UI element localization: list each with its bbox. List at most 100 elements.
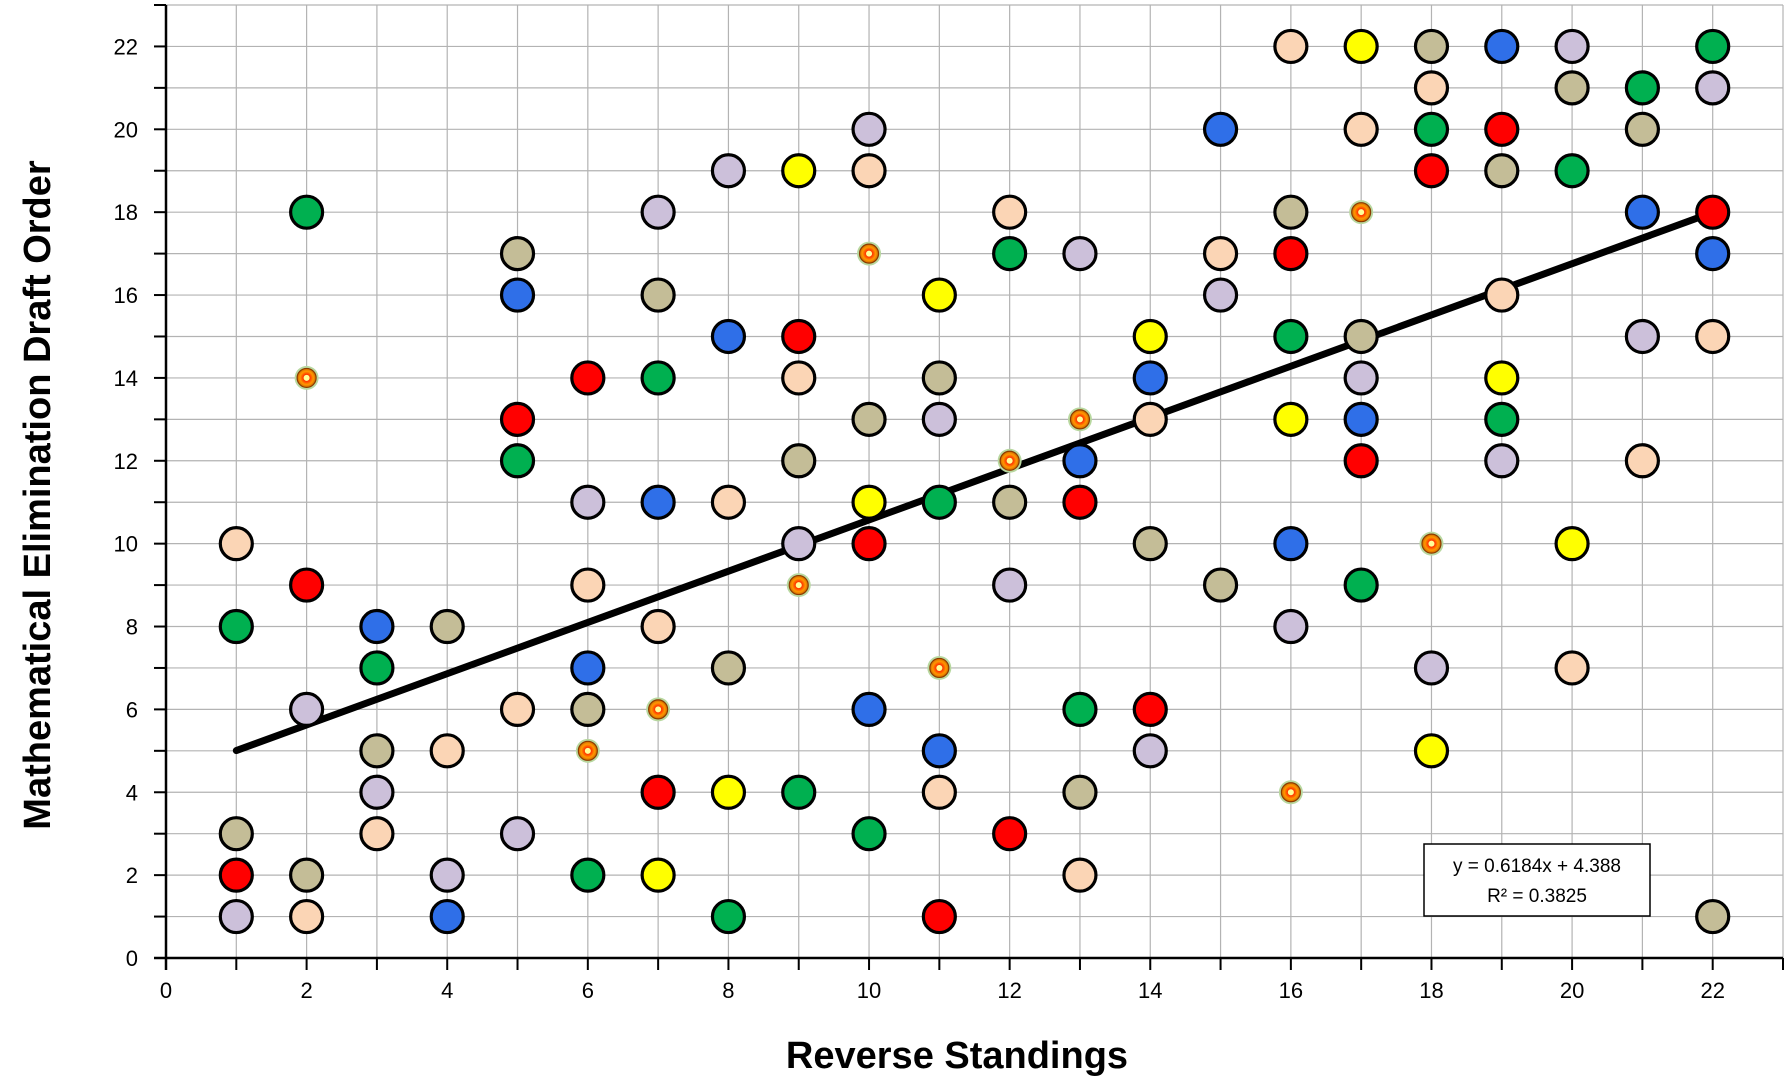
data-point [570,857,606,893]
data-point [781,318,817,355]
y-tick-label: 16 [114,283,138,308]
data-point [640,774,676,810]
data-point [499,401,536,437]
data-point [997,448,1022,473]
data-point [1349,200,1374,225]
x-tick-label: 18 [1419,978,1443,1003]
data-point [1554,70,1590,106]
data-point [851,526,887,562]
data-point [851,816,887,852]
y-tick-label: 14 [114,366,138,391]
y-tick-label: 6 [126,697,138,722]
x-tick-label: 2 [300,978,312,1003]
data-point [851,111,887,147]
data-point [218,608,254,645]
data-point [429,857,465,893]
data-point [1273,318,1309,355]
data-point [1413,650,1450,686]
x-tick-label: 6 [582,978,594,1003]
data-point [1062,857,1098,893]
data-point [1273,526,1309,562]
data-point [710,898,747,935]
y-tick-label: 8 [126,615,138,640]
data-point [1132,360,1168,396]
data-point [710,650,747,686]
data-point [429,898,465,935]
data-point [1554,28,1590,65]
data-point [499,443,536,479]
data-point [927,655,952,680]
data-point [1413,153,1450,189]
data-point [1624,111,1660,147]
data-point [640,360,676,396]
data-point [1484,28,1520,65]
data-point [1273,401,1309,437]
data-point [1695,194,1731,230]
data-point [992,816,1028,852]
x-axis-title: Reverse Standings [786,1035,1128,1077]
data-point [710,484,747,520]
data-point [1554,153,1590,189]
data-point [1202,111,1239,147]
data-point [1067,407,1092,432]
x-tick-label: 8 [722,978,734,1003]
data-point [1695,70,1731,106]
data-point [289,691,325,727]
data-point [1062,484,1098,520]
data-point [1343,443,1379,479]
data-point [1484,277,1520,313]
data-point [289,857,325,893]
data-point [921,898,957,935]
equation-box-frame [1423,843,1651,917]
data-point [429,608,465,645]
data-point [1413,111,1450,147]
data-point [570,691,606,727]
data-point [1273,28,1309,65]
data-point [851,401,887,437]
data-point [570,360,606,396]
data-point [786,573,811,598]
data-point [1343,360,1379,396]
x-tick-label: 16 [1279,978,1303,1003]
data-point [1273,194,1309,230]
y-tick-label: 2 [126,863,138,888]
data-point [1132,691,1168,727]
data-point [1202,236,1239,272]
data-point [1132,733,1168,769]
data-point [575,738,600,763]
data-point [359,816,395,852]
data-point [921,277,957,313]
x-tick-label: 4 [441,978,453,1003]
data-point [992,484,1028,520]
data-point [1062,774,1098,810]
axes [154,4,1784,970]
data-point [781,774,817,810]
data-point [359,608,395,645]
data-point [1343,567,1379,603]
data-point [1413,70,1450,106]
data-point [289,898,325,935]
data-point [289,194,325,230]
data-point [1202,277,1239,313]
data-point [359,774,395,810]
data-point [640,608,676,645]
data-point [640,194,676,230]
data-point [499,691,536,727]
equation-box: y = 0.6184x + 4.388 R² = 0.3825 [1423,843,1651,917]
data-point [1413,733,1450,769]
x-tick-label: 20 [1560,978,1584,1003]
data-point [1343,401,1379,437]
data-point [640,277,676,313]
y-tick-label: 12 [114,449,138,474]
data-point [851,153,887,189]
data-point [499,236,536,272]
y-axis-title: Mathematical Elimination Draft Order [17,160,59,830]
data-point [781,526,817,562]
data-point [1695,318,1731,355]
data-point [499,277,536,313]
data-point [289,567,325,603]
data-point [218,898,254,935]
data-point [1062,691,1098,727]
data-point [1695,28,1731,65]
